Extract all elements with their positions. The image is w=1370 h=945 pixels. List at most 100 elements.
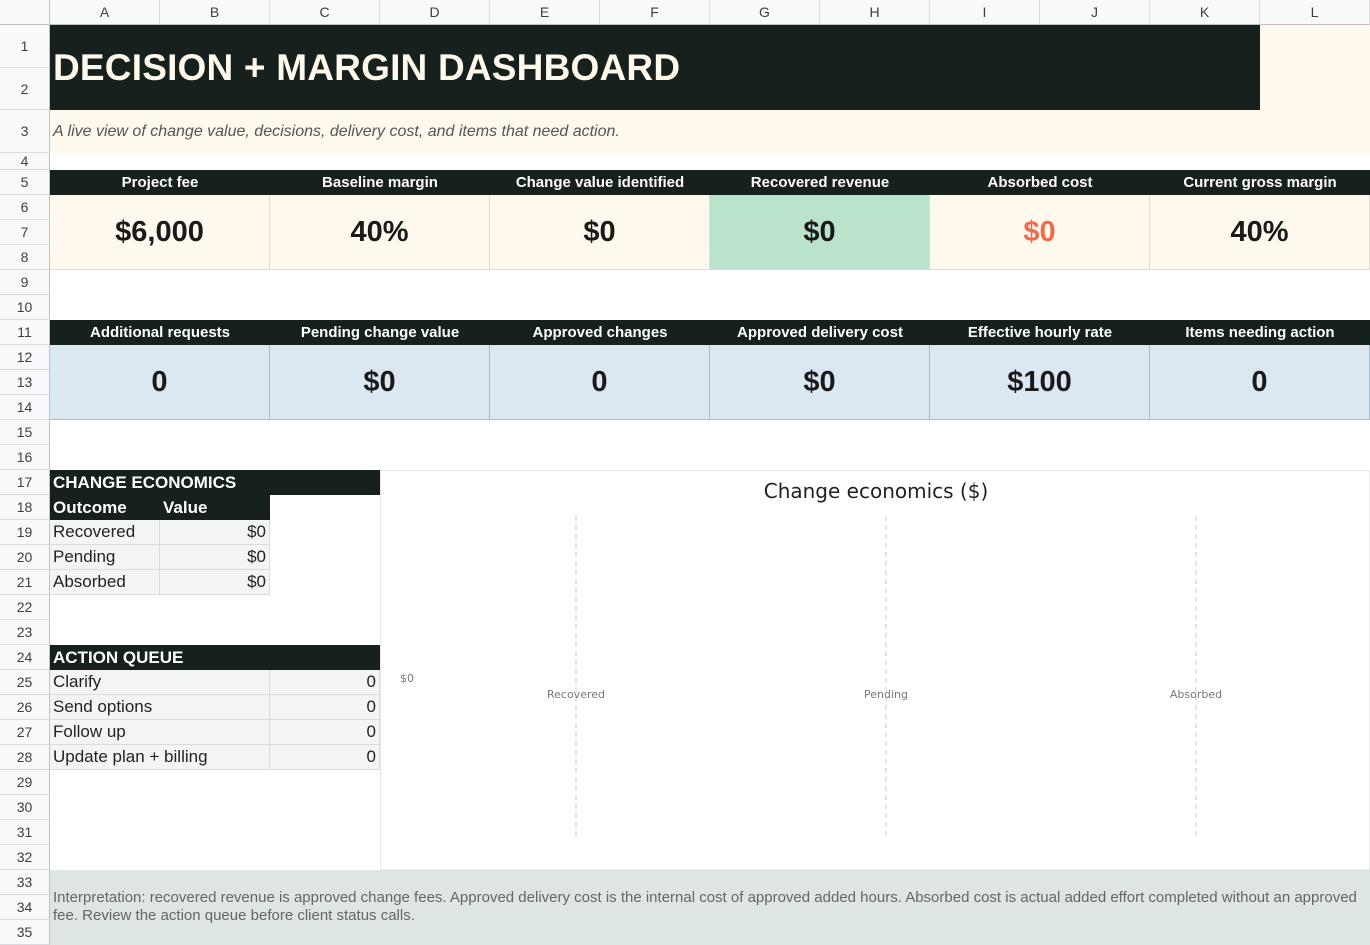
row-header-11[interactable]: 11 [0, 320, 50, 345]
kpi-label: Recovered revenue [710, 170, 930, 195]
y-tick-label: $0 [400, 672, 414, 685]
row-header-7[interactable]: 7 [0, 220, 50, 245]
category-label: Absorbed [1170, 688, 1222, 701]
kpi-value[interactable]: $0 [270, 345, 490, 420]
row-header-5[interactable]: 5 [0, 170, 50, 195]
value-cell[interactable]: $0 [160, 520, 270, 545]
kpi-label: Items needing action [1150, 320, 1370, 345]
kpi-value[interactable]: 40% [1150, 195, 1370, 270]
column-header-a[interactable]: A [50, 0, 160, 25]
column-header-l[interactable]: L [1260, 0, 1370, 25]
column-header-c[interactable]: C [270, 0, 380, 25]
kpi-label: Effective hourly rate [930, 320, 1150, 345]
kpi-value[interactable]: 0 [490, 345, 710, 420]
row-header-25[interactable]: 25 [0, 670, 50, 695]
row-header-33[interactable]: 33 [0, 870, 50, 895]
row-header-26[interactable]: 26 [0, 695, 50, 720]
kpi-value[interactable]: $0 [710, 345, 930, 420]
column-header-g[interactable]: G [710, 0, 820, 25]
kpi-label: Baseline margin [270, 170, 490, 195]
value-cell[interactable]: $0 [160, 545, 270, 570]
column-header-b[interactable]: B [160, 0, 270, 25]
kpi-label: Current gross margin [1150, 170, 1370, 195]
row-header-34[interactable]: 34 [0, 895, 50, 920]
title-filler-cell[interactable] [1260, 25, 1370, 110]
kpi-value[interactable]: 40% [270, 195, 490, 270]
change-economics-title: CHANGE ECONOMICS [50, 470, 380, 495]
row-header-35[interactable]: 35 [0, 920, 50, 945]
category-label: Recovered [547, 688, 605, 701]
row-header-29[interactable]: 29 [0, 770, 50, 795]
kpi-value[interactable]: $100 [930, 345, 1150, 420]
row-header-19[interactable]: 19 [0, 520, 50, 545]
row-header-13[interactable]: 13 [0, 370, 50, 395]
action-label-cell[interactable]: Follow up [50, 720, 270, 745]
interpretation-note: Interpretation: recovered revenue is app… [50, 870, 1370, 945]
value-cell[interactable]: $0 [160, 570, 270, 595]
row-header-4[interactable]: 4 [0, 153, 50, 170]
row-header-24[interactable]: 24 [0, 645, 50, 670]
change-economics-chart[interactable]: Change economics ($) Recovered Pending Abso… [380, 470, 1370, 870]
kpi-value[interactable]: 0 [50, 345, 270, 420]
column-header-f[interactable]: F [600, 0, 710, 25]
row-header-22[interactable]: 22 [0, 595, 50, 620]
column-header-e[interactable]: E [490, 0, 600, 25]
action-count-cell[interactable]: 0 [270, 745, 380, 770]
kpi-label: Absorbed cost [930, 170, 1150, 195]
kpi-label: Approved changes [490, 320, 710, 345]
row-header-16[interactable]: 16 [0, 445, 50, 470]
row-header-1[interactable]: 1 [0, 25, 50, 68]
row-header-17[interactable]: 17 [0, 470, 50, 495]
row-header-2[interactable]: 2 [0, 68, 50, 110]
row-header-27[interactable]: 27 [0, 720, 50, 745]
row-header-18[interactable]: 18 [0, 495, 50, 520]
column-header-h[interactable]: H [820, 0, 930, 25]
row-header-23[interactable]: 23 [0, 620, 50, 645]
column-header-i[interactable]: I [930, 0, 1040, 25]
kpi-label: Pending change value [270, 320, 490, 345]
row-header-20[interactable]: 20 [0, 545, 50, 570]
outcome-cell[interactable]: Absorbed [50, 570, 160, 595]
dashboard-subtitle: A live view of change value, decisions, … [50, 110, 1370, 153]
action-label-cell[interactable]: Send options [50, 695, 270, 720]
row-header-3[interactable]: 3 [0, 110, 50, 153]
row-header-30[interactable]: 30 [0, 795, 50, 820]
row-header-12[interactable]: 12 [0, 345, 50, 370]
action-count-cell[interactable]: 0 [270, 695, 380, 720]
row-header-14[interactable]: 14 [0, 395, 50, 420]
select-all-corner[interactable] [0, 0, 50, 25]
kpi-label: Change value identified [490, 170, 710, 195]
row-header-31[interactable]: 31 [0, 820, 50, 845]
kpi-value[interactable]: $6,000 [50, 195, 270, 270]
row-header-32[interactable]: 32 [0, 845, 50, 870]
value-header: Value [160, 495, 270, 520]
row-header-10[interactable]: 10 [0, 295, 50, 320]
kpi-value[interactable]: $0 [490, 195, 710, 270]
outcome-header: Outcome [50, 495, 160, 520]
kpi-label: Project fee [50, 170, 270, 195]
chart-title: Change economics ($) [764, 479, 989, 503]
row-header-21[interactable]: 21 [0, 570, 50, 595]
action-label-cell[interactable]: Update plan + billing [50, 745, 270, 770]
action-count-cell[interactable]: 0 [270, 670, 380, 695]
kpi-label: Approved delivery cost [710, 320, 930, 345]
outcome-cell[interactable]: Recovered [50, 520, 160, 545]
column-header-d[interactable]: D [380, 0, 490, 25]
column-header-k[interactable]: K [1150, 0, 1260, 25]
kpi-label: Additional requests [50, 320, 270, 345]
action-label-cell[interactable]: Clarify [50, 670, 270, 695]
row-header-9[interactable]: 9 [0, 270, 50, 295]
kpi-value[interactable]: $0 [930, 195, 1150, 270]
column-header-j[interactable]: J [1040, 0, 1150, 25]
kpi-value[interactable]: $0 [710, 195, 930, 270]
kpi-value[interactable]: 0 [1150, 345, 1370, 420]
action-count-cell[interactable]: 0 [270, 720, 380, 745]
dashboard-title: DECISION + MARGIN DASHBOARD [50, 25, 1260, 110]
row-header-15[interactable]: 15 [0, 420, 50, 445]
row-header-8[interactable]: 8 [0, 245, 50, 270]
category-label: Pending [864, 688, 908, 701]
outcome-cell[interactable]: Pending [50, 545, 160, 570]
row-header-28[interactable]: 28 [0, 745, 50, 770]
row-header-6[interactable]: 6 [0, 195, 50, 220]
chart-svg: Change economics ($) Recovered Pending Abso… [400, 479, 1222, 839]
